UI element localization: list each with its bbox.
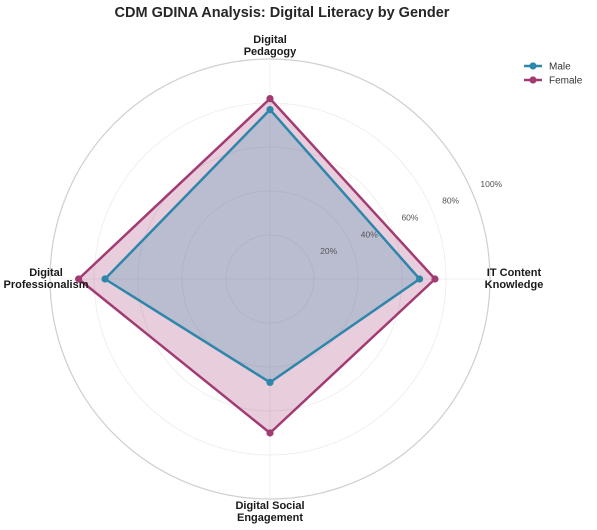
data-point-female-2 <box>431 275 439 283</box>
legend-label: Male <box>549 62 571 73</box>
r-tick-label-4: 80% <box>442 196 459 206</box>
series-layer <box>75 95 439 437</box>
data-point-female-1 <box>266 95 274 103</box>
legend: Male Female <box>524 62 583 87</box>
data-point-female-3 <box>266 429 274 437</box>
r-tick-label-1: 20% <box>320 246 337 256</box>
legend-item-female: Female <box>524 76 583 87</box>
radial-tick-labels: 20% 40% 60% 80% 100% <box>320 179 502 256</box>
legend-item-male: Male <box>524 62 571 73</box>
axis-label-2: IT Content Knowledge <box>485 267 544 291</box>
axis-label-3: Digital Social Engagement <box>235 500 304 524</box>
legend-label: Female <box>549 76 583 87</box>
data-point-male-1 <box>266 106 274 114</box>
radial-grid <box>49 58 491 500</box>
r-tick-label-3: 60% <box>401 212 418 222</box>
data-point-female-4 <box>75 275 83 283</box>
axis-label-4: Digital Professionalism <box>4 267 89 291</box>
axis-label-1: Digital Pedagogy <box>244 34 297 58</box>
data-point-male-2 <box>416 275 424 283</box>
chart-title: CDM GDINA Analysis: Digital Literacy by … <box>115 5 450 21</box>
data-point-male-4 <box>101 275 109 283</box>
axis-labels: Digital Pedagogy IT Content Knowledge Digita… <box>4 34 544 524</box>
series-area-male <box>103 108 421 384</box>
r-tick-label-2: 40% <box>361 229 378 239</box>
data-point-male-3 <box>266 378 274 386</box>
r-tick-label-5: 100% <box>480 179 502 189</box>
